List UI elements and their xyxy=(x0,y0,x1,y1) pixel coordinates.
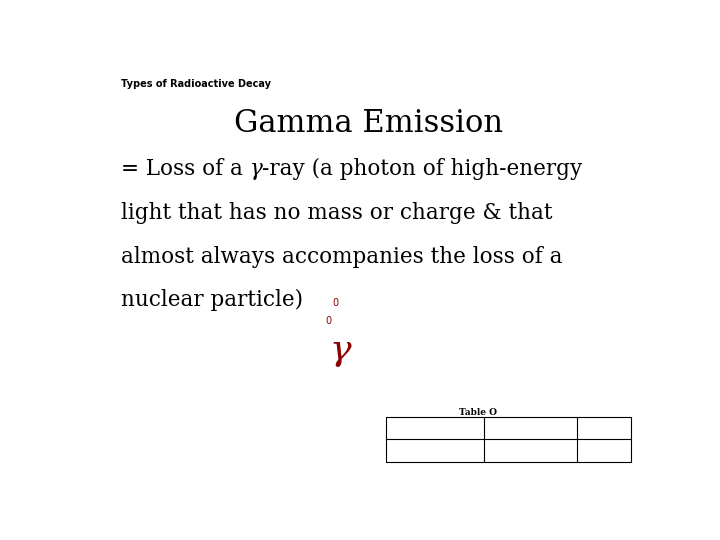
Text: Table O: Table O xyxy=(459,408,497,417)
Text: γ: γ xyxy=(330,333,351,367)
Text: Gamma Emission: Gamma Emission xyxy=(235,109,503,139)
Text: nuclear particle): nuclear particle) xyxy=(121,289,303,312)
Text: 0: 0 xyxy=(325,316,332,326)
Text: light that has no mass or charge & that: light that has no mass or charge & that xyxy=(121,202,552,224)
Text: γ: γ xyxy=(602,446,607,455)
Text: Symbol: Symbol xyxy=(586,424,623,433)
Text: Name: Name xyxy=(420,424,449,433)
Text: Types of Radioactive Decay: Types of Radioactive Decay xyxy=(121,79,271,89)
Text: γ: γ xyxy=(249,158,262,180)
Text: gamma radiation: gamma radiation xyxy=(390,446,469,455)
Text: Symbols Used in Nuclear Chemistry: Symbols Used in Nuclear Chemistry xyxy=(387,417,568,426)
Bar xyxy=(386,417,631,462)
Text: $^0_0\gamma$: $^0_0\gamma$ xyxy=(525,443,536,458)
Text: Notation: Notation xyxy=(508,424,553,433)
Text: = Loss of a: = Loss of a xyxy=(121,158,249,180)
Text: -ray (a photon of high-energy: -ray (a photon of high-energy xyxy=(262,158,582,180)
Text: almost always accompanies the loss of a: almost always accompanies the loss of a xyxy=(121,246,562,268)
Text: 0: 0 xyxy=(333,298,339,308)
